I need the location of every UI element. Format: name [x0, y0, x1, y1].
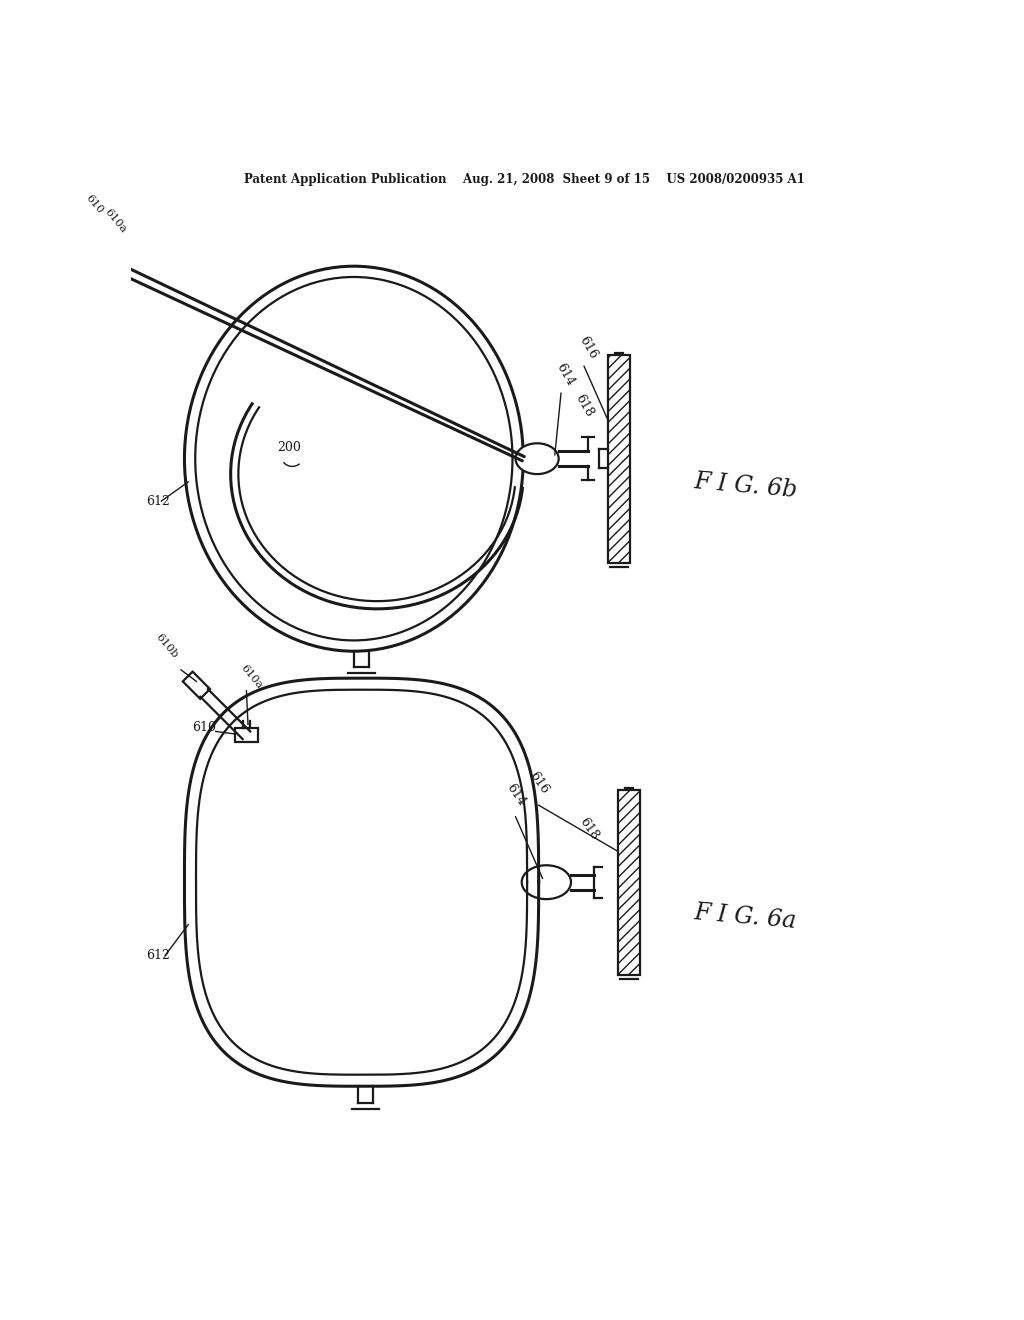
Ellipse shape: [521, 866, 571, 899]
Text: 610: 610: [193, 722, 216, 734]
Polygon shape: [234, 729, 258, 742]
Text: 610a: 610a: [239, 663, 264, 692]
Text: 610: 610: [84, 193, 105, 216]
Text: 616: 616: [577, 334, 600, 362]
Text: F I G. 6a: F I G. 6a: [692, 902, 797, 933]
Text: 616: 616: [527, 770, 552, 797]
Text: Patent Application Publication    Aug. 21, 2008  Sheet 9 of 15    US 2008/020093: Patent Application Publication Aug. 21, …: [245, 173, 805, 186]
Text: 610a: 610a: [103, 207, 129, 235]
Text: 614: 614: [504, 781, 528, 808]
Polygon shape: [617, 789, 640, 974]
Text: F I G. 6b: F I G. 6b: [692, 470, 798, 502]
Text: 612: 612: [146, 495, 170, 508]
Text: 612: 612: [146, 949, 170, 962]
Text: 618: 618: [572, 392, 596, 420]
Text: 614: 614: [553, 362, 577, 388]
Polygon shape: [182, 672, 210, 698]
Text: 200: 200: [276, 441, 301, 454]
Text: 610b: 610b: [154, 632, 180, 660]
Polygon shape: [608, 355, 630, 562]
Text: 618: 618: [578, 816, 601, 843]
Ellipse shape: [515, 444, 559, 474]
